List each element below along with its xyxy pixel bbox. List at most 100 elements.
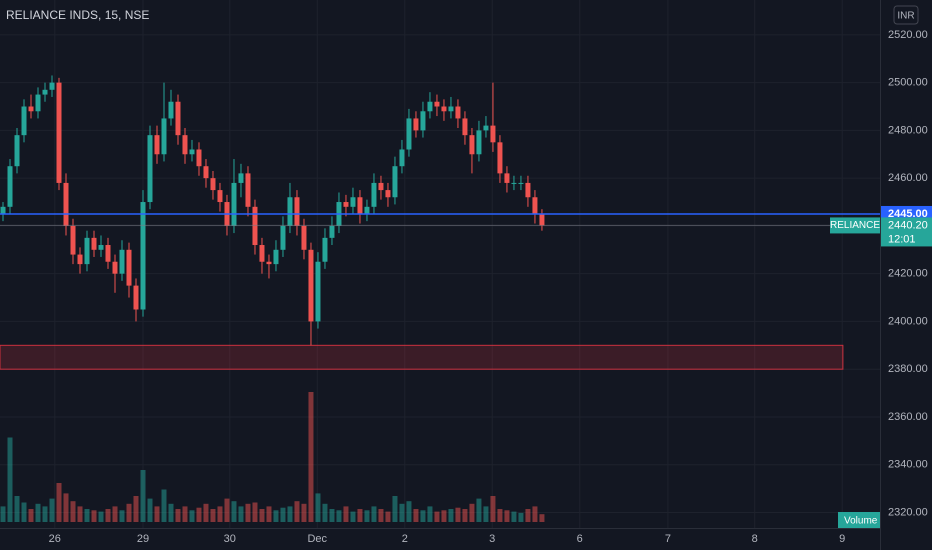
candle-body bbox=[378, 182, 384, 191]
candle-body bbox=[238, 173, 244, 183]
candle-body bbox=[301, 225, 307, 250]
candle-body bbox=[448, 106, 454, 112]
volume-bar bbox=[525, 509, 531, 522]
volume-bar bbox=[343, 506, 349, 522]
candle-body bbox=[98, 245, 104, 250]
x-tick-label: 2 bbox=[402, 533, 408, 545]
volume-bar bbox=[196, 507, 202, 522]
volume-bar bbox=[329, 509, 335, 522]
volume-bar bbox=[434, 511, 440, 522]
candle-body bbox=[315, 261, 321, 322]
candle-body bbox=[294, 197, 300, 226]
volume-bar bbox=[483, 506, 489, 522]
currency-box[interactable] bbox=[893, 5, 919, 25]
y-tick-label: 2320.00 bbox=[888, 506, 928, 518]
candle-body bbox=[497, 142, 503, 174]
volume-bar bbox=[413, 509, 419, 522]
volume-bar bbox=[350, 511, 356, 522]
candle-body bbox=[266, 261, 272, 265]
volume-bar bbox=[140, 470, 146, 522]
x-tick-label: 30 bbox=[224, 533, 236, 545]
candle-body bbox=[28, 106, 34, 112]
candle-body bbox=[161, 118, 167, 155]
candle-body bbox=[273, 249, 279, 265]
x-tick-label: 3 bbox=[489, 533, 495, 545]
volume-bar bbox=[126, 503, 132, 522]
candle-body bbox=[63, 182, 69, 226]
volume-bar bbox=[252, 502, 258, 522]
symbol-label: RELIANCE bbox=[830, 220, 880, 231]
volume-bar bbox=[63, 493, 69, 522]
x-tick-label: 29 bbox=[137, 533, 149, 545]
candle-body bbox=[455, 106, 461, 119]
volume-bar bbox=[462, 509, 468, 522]
candle-body bbox=[140, 202, 146, 310]
y-tick-label: 2460.00 bbox=[888, 172, 928, 184]
volume-bar bbox=[21, 502, 27, 522]
volume-bar bbox=[203, 503, 209, 522]
y-tick-label: 2500.00 bbox=[888, 77, 928, 89]
volume-bar bbox=[161, 489, 167, 522]
candle-body bbox=[112, 261, 118, 274]
volume-bar bbox=[378, 509, 384, 522]
candle-body bbox=[154, 135, 160, 155]
volume-bar bbox=[0, 506, 6, 522]
volume-bar bbox=[49, 498, 55, 522]
price-line-box bbox=[881, 205, 932, 221]
symbol-badge bbox=[830, 217, 880, 234]
volume-bar bbox=[301, 503, 307, 522]
volume-bar bbox=[399, 503, 405, 522]
volume-bar bbox=[245, 503, 251, 522]
volume-bar bbox=[294, 501, 300, 522]
volume-bar bbox=[217, 506, 223, 522]
candle-body bbox=[210, 178, 216, 191]
volume-bar bbox=[532, 506, 538, 522]
volume-bar bbox=[14, 496, 20, 522]
last-price-box bbox=[881, 217, 932, 247]
candle-body bbox=[406, 118, 412, 150]
volume-label: Volume bbox=[844, 516, 878, 527]
volume-bar bbox=[133, 496, 139, 522]
volume-bar bbox=[28, 509, 34, 522]
candle-body bbox=[175, 101, 181, 136]
volume-bar bbox=[490, 496, 496, 522]
candle-body bbox=[441, 106, 447, 112]
volume-bar bbox=[84, 509, 90, 522]
candle-body bbox=[329, 225, 335, 238]
volume-bar bbox=[336, 510, 342, 522]
x-tick-label: 26 bbox=[49, 533, 61, 545]
candle-body bbox=[490, 125, 496, 143]
volume-bar bbox=[175, 509, 181, 522]
candle-body bbox=[35, 94, 41, 112]
candle-body bbox=[357, 197, 363, 214]
y-tick-label: 2480.00 bbox=[888, 124, 928, 136]
currency[interactable]: INR bbox=[897, 11, 914, 22]
x-tick-label: 7 bbox=[665, 533, 671, 545]
volume-bar bbox=[427, 506, 433, 522]
candle-body bbox=[91, 237, 97, 250]
volume-bar bbox=[105, 509, 111, 522]
volume-badge bbox=[838, 512, 880, 528]
volume-bar bbox=[112, 506, 118, 522]
candle-body bbox=[476, 130, 482, 155]
volume-bar bbox=[182, 506, 188, 522]
volume-bar bbox=[357, 509, 363, 522]
volume-bar bbox=[364, 510, 370, 522]
volume-bar bbox=[119, 510, 125, 522]
candle-body bbox=[259, 245, 265, 262]
candle-body bbox=[56, 82, 62, 183]
candle-body bbox=[189, 149, 195, 155]
y-tick-label: 2360.00 bbox=[888, 411, 928, 423]
volume-bar bbox=[406, 501, 412, 522]
last-price-label: 2440.20 bbox=[888, 219, 928, 231]
volume-bar bbox=[189, 510, 195, 522]
candle-body bbox=[217, 190, 223, 203]
candle-body bbox=[147, 135, 153, 203]
volume-bar bbox=[154, 506, 160, 522]
volume-bar bbox=[259, 509, 265, 522]
candle-body bbox=[350, 197, 356, 207]
candle-body bbox=[413, 118, 419, 131]
candle-body bbox=[483, 125, 489, 131]
